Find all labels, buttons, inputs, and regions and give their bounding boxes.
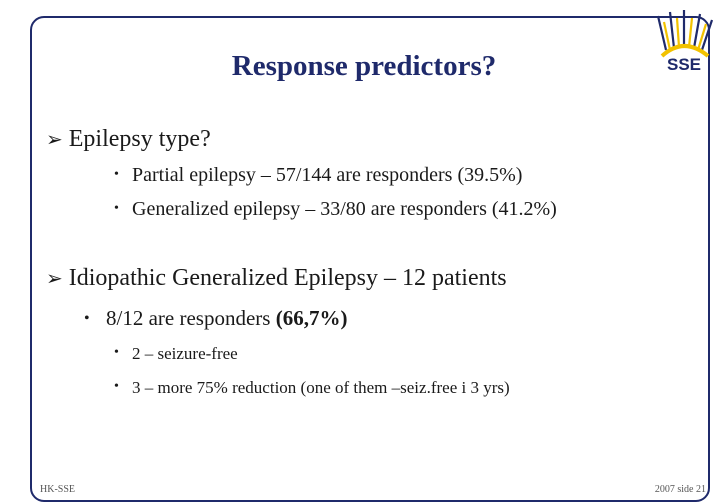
sun-rays-logo-icon: SSE bbox=[656, 10, 714, 74]
bullet-dot-icon: • bbox=[84, 310, 90, 327]
bullet-text: 8/12 are responders bbox=[106, 306, 276, 330]
slide-title: Response predictors? bbox=[231, 50, 497, 82]
footer-left: HK-SSE bbox=[40, 484, 76, 495]
bullet-dot-icon: • bbox=[114, 379, 119, 394]
bullet-text: 3 – more 75% reduction (one of them –sei… bbox=[132, 378, 510, 397]
bullet-epilepsy-type: ➢ Epilepsy type? bbox=[46, 126, 211, 153]
arrow-icon: ➢ bbox=[46, 268, 63, 290]
bullet-text: Idiopathic Generalized Epilepsy – 12 pat… bbox=[68, 265, 507, 291]
bullet-text: Generalized epilepsy – 33/80 are respond… bbox=[132, 198, 557, 220]
bullet-generalized-epilepsy: • Generalized epilepsy – 33/80 are respon… bbox=[114, 198, 557, 221]
bullet-dot-icon: • bbox=[114, 345, 119, 360]
bullet-partial-epilepsy: • Partial epilepsy – 57/144 are responder… bbox=[114, 164, 522, 187]
bullet-reduction: • 3 – more 75% reduction (one of them –se… bbox=[114, 378, 510, 398]
bullet-dot-icon: • bbox=[114, 167, 119, 182]
bullet-text: 2 – seizure-free bbox=[132, 344, 238, 363]
logo-text: SSE bbox=[667, 55, 701, 74]
bullet-bold-value: (66,7%) bbox=[275, 306, 348, 330]
bullet-seizure-free: • 2 – seizure-free bbox=[114, 344, 238, 364]
arrow-icon: ➢ bbox=[46, 129, 63, 151]
bullet-text: Partial epilepsy – 57/144 are responders… bbox=[132, 164, 523, 186]
slide-frame bbox=[30, 16, 710, 502]
footer-right: 2007 side 21 bbox=[654, 484, 706, 495]
bullet-text: Epilepsy type? bbox=[68, 126, 211, 152]
bullet-idiopathic: ➢ Idiopathic Generalized Epilepsy – 12 pa… bbox=[46, 265, 507, 292]
bullet-dot-icon: • bbox=[114, 201, 119, 216]
sse-logo: SSE bbox=[648, 6, 720, 76]
bullet-responders: • 8/12 are responders (66,7%) bbox=[84, 306, 347, 331]
